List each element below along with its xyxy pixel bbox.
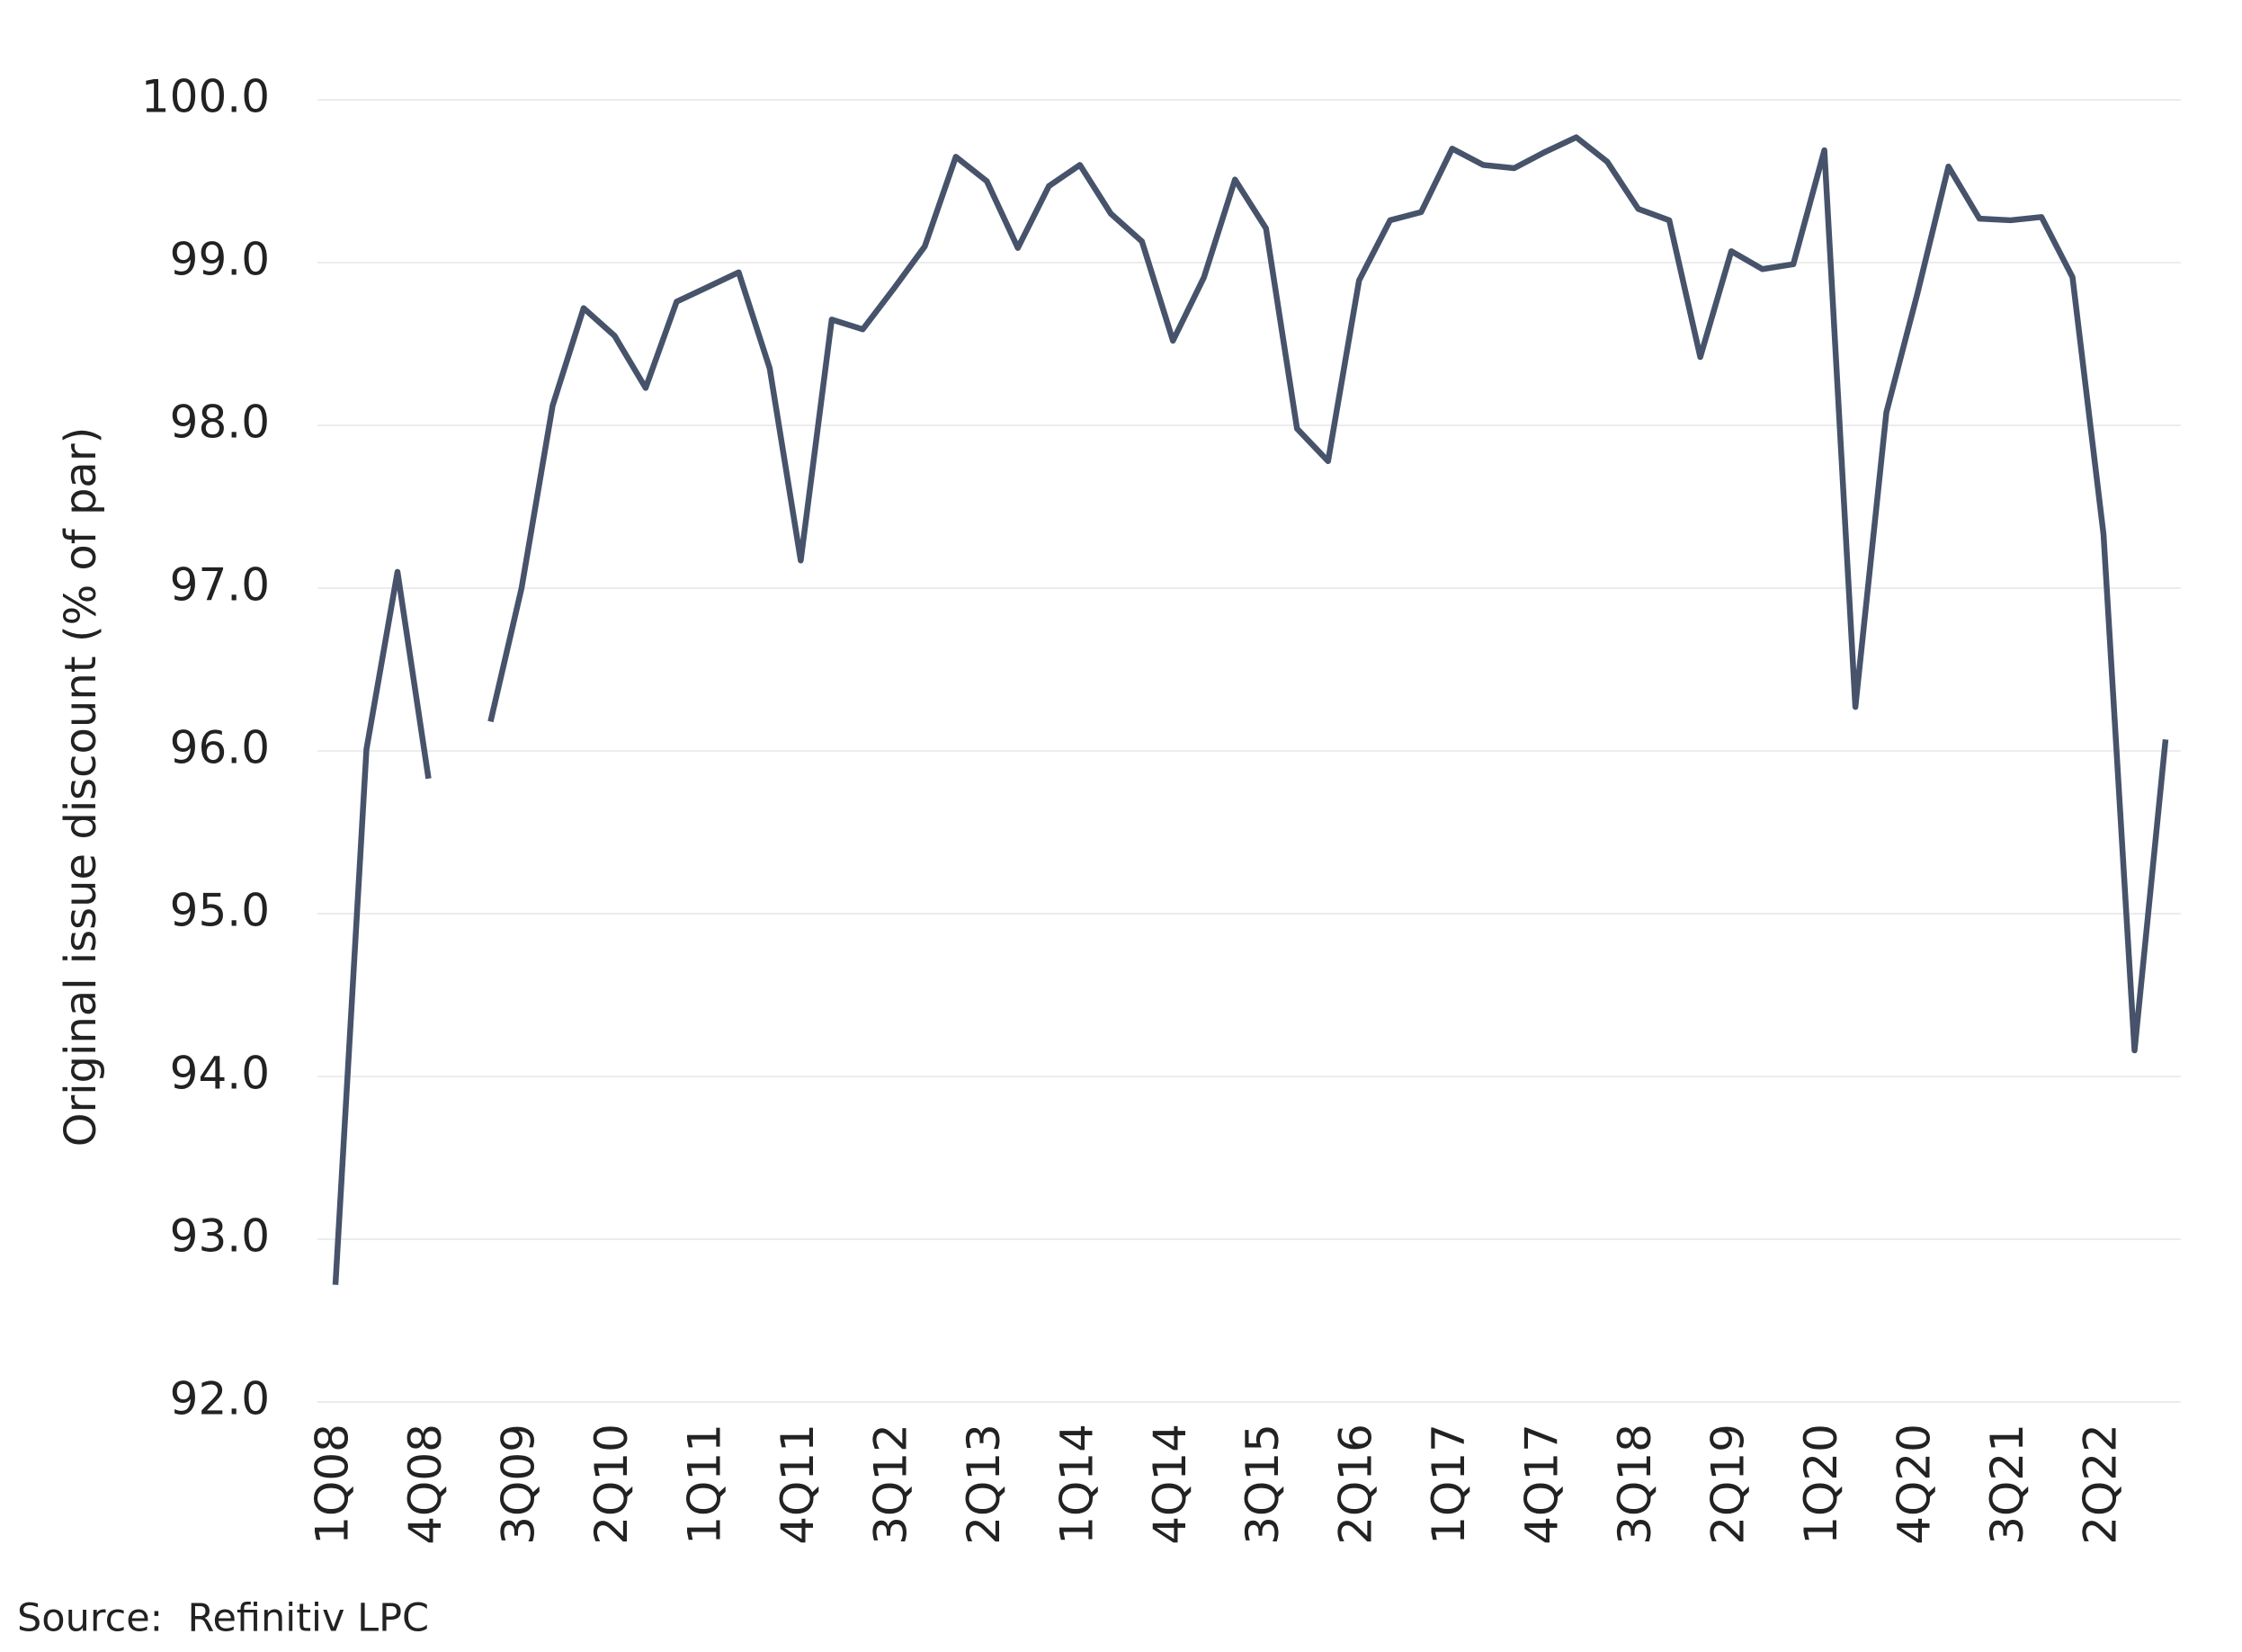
x-tick-label: 3Q09 [492, 1424, 544, 1545]
y-tick-label: 95.0 [170, 885, 270, 937]
x-tick-label: 2Q19 [1702, 1424, 1755, 1545]
x-tick-label: 4Q17 [1516, 1424, 1568, 1545]
x-tick-label: 2Q10 [585, 1424, 638, 1545]
y-tick-label: 97.0 [170, 559, 270, 612]
y-tick-label: 100.0 [141, 71, 270, 123]
x-tick-label: 2Q16 [1330, 1424, 1382, 1545]
x-tick-label: 4Q14 [1144, 1424, 1196, 1545]
x-tick-label: 3Q12 [864, 1424, 916, 1545]
x-tick-label: 1Q08 [307, 1424, 359, 1545]
y-tick-label: 93.0 [170, 1210, 270, 1263]
x-tick-label: 2Q22 [2075, 1424, 2127, 1545]
x-tick-label: 2Q13 [958, 1424, 1010, 1545]
y-tick-label: 99.0 [170, 234, 270, 286]
x-tick-label: 3Q21 [1981, 1424, 2033, 1545]
data-line [332, 134, 2169, 1285]
x-tick-label: 1Q17 [1423, 1424, 1475, 1545]
x-tick-label: 3Q15 [1237, 1424, 1289, 1545]
x-tick-label: 4Q11 [772, 1424, 824, 1545]
x-tick-label: 4Q08 [399, 1424, 451, 1545]
y-tick-label: 94.0 [170, 1048, 270, 1100]
x-tick-label: 3Q18 [1609, 1424, 1661, 1545]
x-tick-label: 1Q20 [1795, 1424, 1847, 1545]
y-tick-label: 98.0 [170, 397, 270, 449]
x-tick-label: 1Q11 [678, 1424, 730, 1545]
x-tick-label: 4Q20 [1889, 1424, 1941, 1545]
y-tick-label: 96.0 [170, 722, 270, 774]
x-tick-label: 1Q14 [1050, 1424, 1103, 1545]
source-note: Source: Refinitiv LPC [17, 1596, 429, 1641]
y-axis-title: Original issue discount (% of par) [56, 427, 106, 1147]
y-tick-label: 92.0 [170, 1373, 270, 1425]
